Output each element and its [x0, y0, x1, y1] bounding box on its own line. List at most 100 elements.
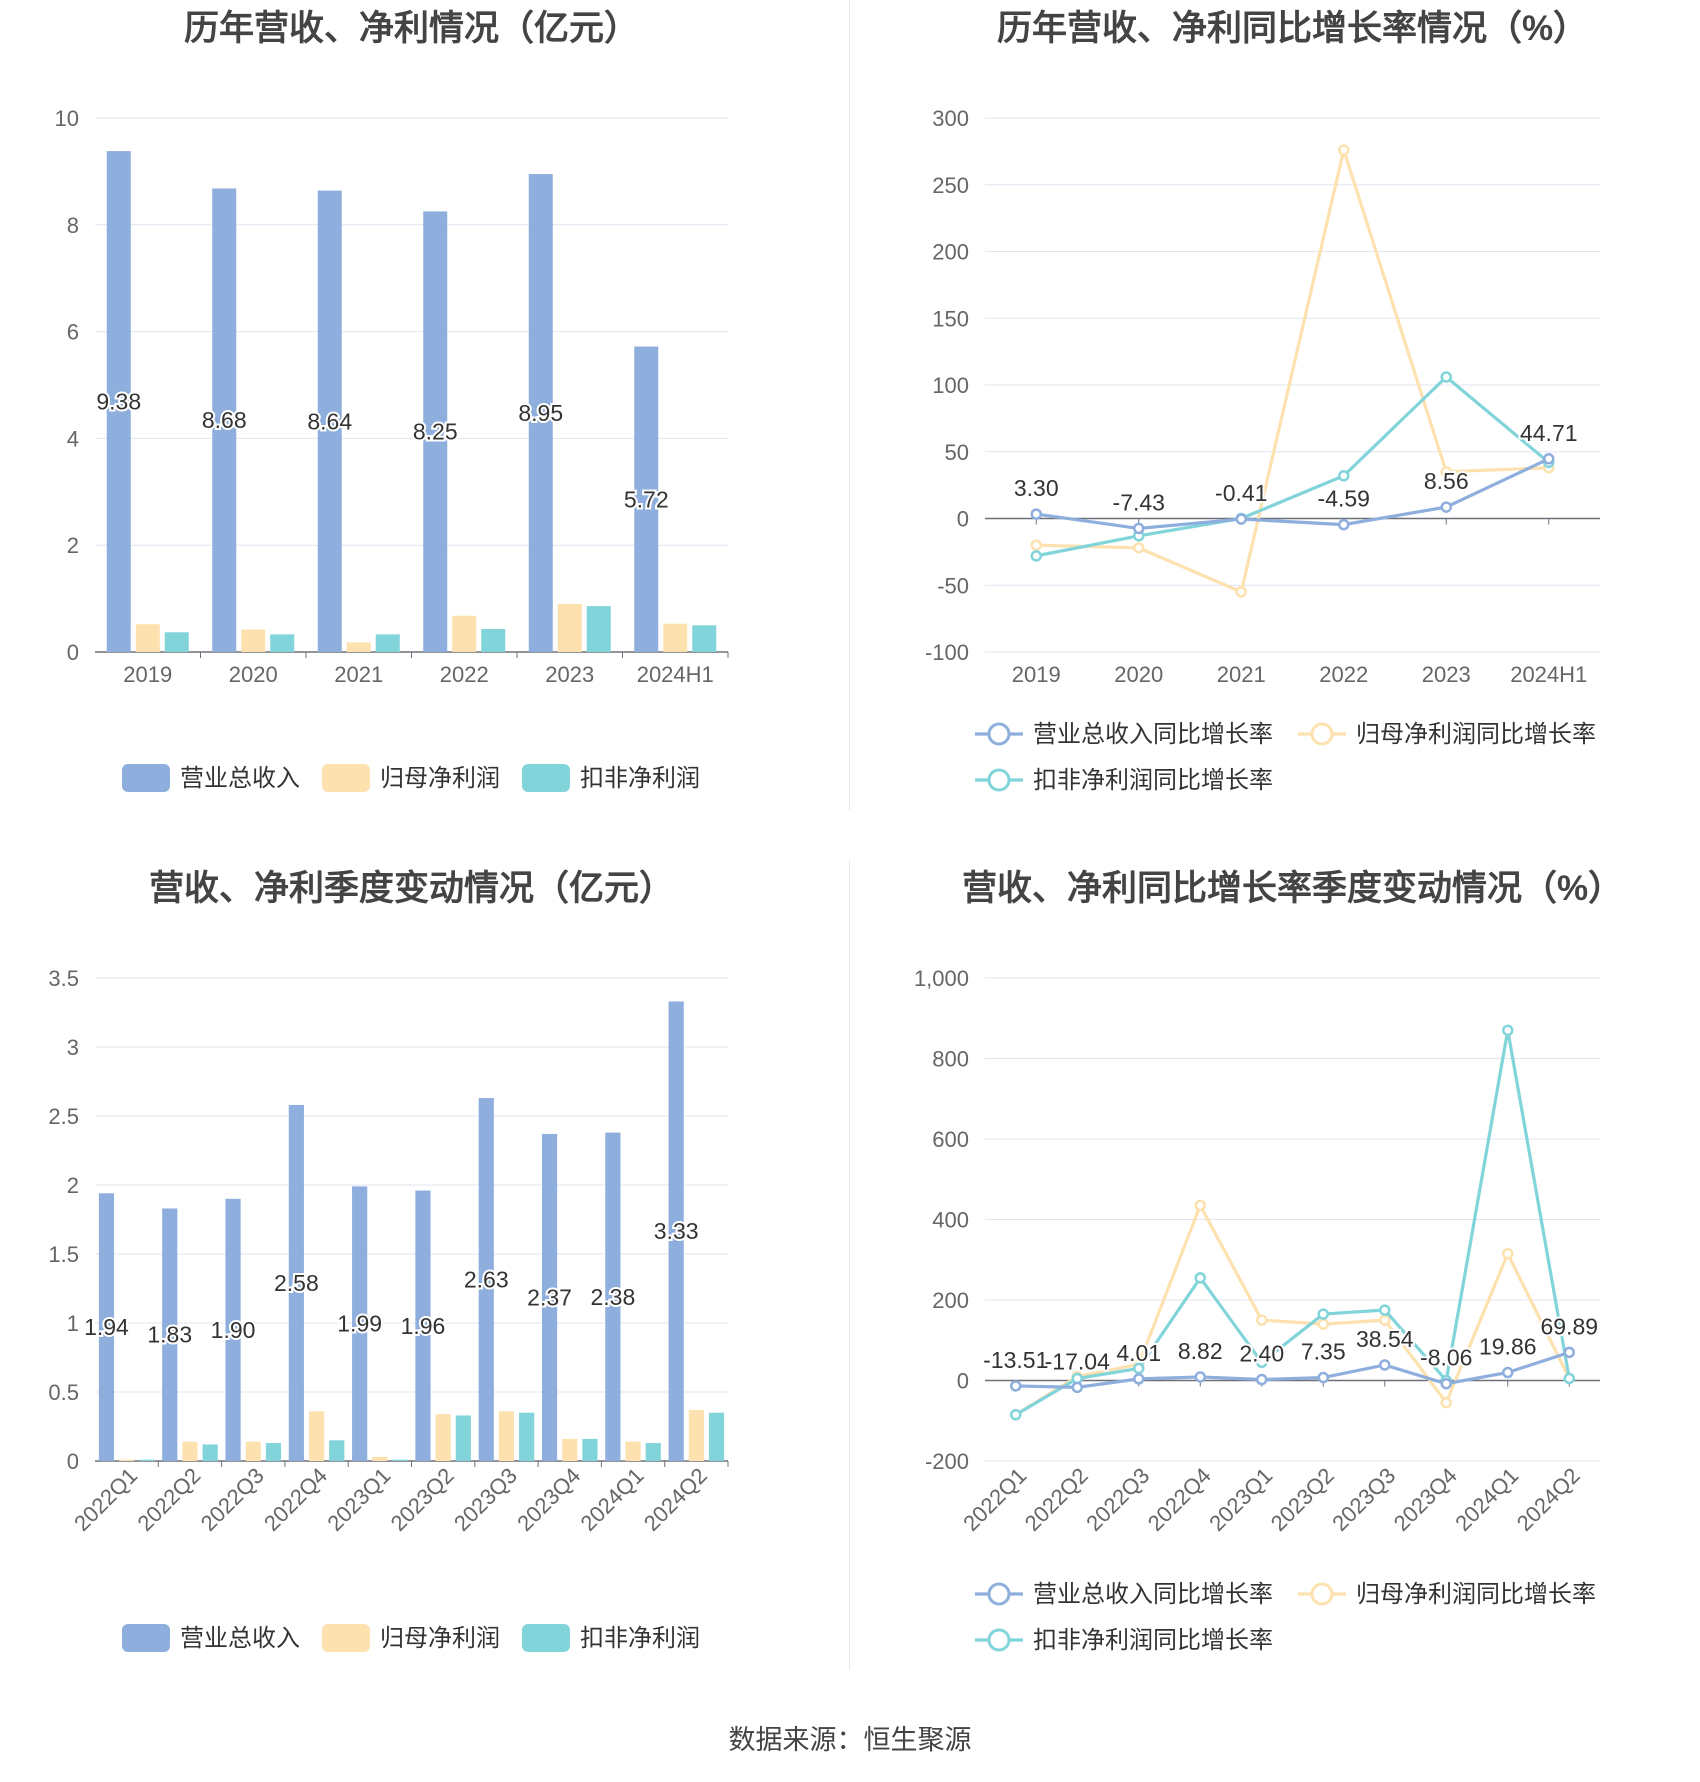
legend-label: 归母净利润 — [380, 765, 500, 792]
bar-deducted-profit — [455, 1415, 471, 1461]
legend-label: 扣非净利润同比增长率 — [1033, 1627, 1273, 1654]
y-tick-label: 50 — [945, 440, 969, 465]
x-tick-label: 2023 — [1422, 662, 1471, 687]
legend-item[interactable]: 归母净利润同比增长率 — [1298, 721, 1596, 748]
legend-item[interactable]: 营业总收入同比增长率 — [975, 1581, 1273, 1608]
line-point — [1235, 586, 1247, 598]
bar-deducted-profit — [481, 629, 506, 652]
bar-deducted-profit — [329, 1440, 345, 1461]
bar-value-label: 8.68 — [202, 407, 247, 433]
legend-item[interactable]: 营业总收入同比增长率 — [975, 721, 1273, 748]
x-tick-label: 2023Q1 — [1204, 1463, 1277, 1536]
y-tick-label: 800 — [932, 1047, 969, 1072]
x-tick-label: 2022 — [440, 662, 489, 687]
legend-item[interactable]: 归母净利润 — [322, 764, 500, 792]
line-point — [1194, 1371, 1206, 1383]
line-point — [1440, 1377, 1452, 1390]
bar-deducted-profit — [519, 1412, 535, 1461]
bar-revenue — [106, 151, 131, 652]
y-tick-label: 200 — [932, 1288, 969, 1313]
y-tick-label: 8 — [67, 213, 79, 238]
y-tick-label: 10 — [55, 106, 79, 131]
line-point — [1071, 1381, 1083, 1394]
p2-svg: 历年营收、净利同比增长率情况（%） -100 -50 0 50 100 150 200 250 3… — [925, 9, 1600, 794]
bar-net-profit — [182, 1441, 198, 1461]
legend-label: 扣非净利润同比增长率 — [1033, 767, 1273, 794]
legend-label: 营业总收入同比增长率 — [1033, 721, 1273, 748]
point-value-label: -4.59 — [1318, 486, 1370, 512]
bar-net-profit — [498, 1411, 515, 1461]
legend-item[interactable]: 归母净利润 — [322, 1624, 500, 1652]
x-tick-label: 2024H1 — [637, 662, 714, 687]
line-point — [1133, 522, 1145, 535]
bar-deducted-profit — [164, 632, 189, 652]
bar-net-profit — [435, 1414, 451, 1461]
legend-circle-icon — [987, 1628, 1011, 1652]
bar-revenue — [541, 1133, 558, 1461]
x-tick-label: 2023Q3 — [449, 1463, 522, 1536]
quarterly-growth-rate-chart: 营收、净利同比增长率季度变动情况（%） -200 0 200 400 600 800 1,00… — [850, 860, 1700, 1720]
legend-swatch — [322, 1624, 370, 1652]
line-point — [1563, 1372, 1575, 1385]
line-point — [1194, 1272, 1206, 1284]
legend-item[interactable]: 归母净利润同比增长率 — [1298, 1581, 1596, 1608]
bar-revenue — [415, 1190, 431, 1461]
y-tick-label: 250 — [932, 173, 969, 198]
bar-deducted-profit — [645, 1443, 661, 1461]
y-tick-label: 1.5 — [48, 1242, 79, 1267]
x-tick-label: 2022Q3 — [1081, 1463, 1154, 1536]
y-tick-label: 2.5 — [48, 1104, 79, 1129]
line-point — [1010, 1408, 1022, 1421]
x-tick-label: 2023Q4 — [1389, 1463, 1462, 1536]
bar-revenue — [634, 346, 659, 652]
bar-revenue — [98, 1193, 115, 1461]
point-value-label: -13.51 — [983, 1347, 1048, 1373]
x-tick-label: 2024Q1 — [1450, 1463, 1523, 1536]
point-value-label: 4.01 — [1116, 1340, 1161, 1366]
chart-title: 营收、净利同比增长率季度变动情况（%） — [962, 869, 1623, 908]
x-tick-label: 2023Q2 — [386, 1463, 459, 1536]
line-revenue-growth — [1015, 1350, 1570, 1389]
legend-circle-icon — [1310, 722, 1334, 746]
legend-item[interactable]: 营业总收入 — [122, 1624, 300, 1652]
point-value-label: 44.71 — [1520, 420, 1578, 446]
legend-label: 扣非净利润 — [580, 1625, 700, 1652]
legend-circle-icon — [987, 722, 1011, 746]
bar-net-profit — [308, 1411, 325, 1461]
y-tick-label: 150 — [932, 306, 969, 331]
bar-value-label: 1.90 — [211, 1317, 256, 1343]
bar-net-profit — [372, 1456, 388, 1461]
bar-value-label: 2.58 — [274, 1270, 319, 1296]
line-point — [1256, 1373, 1268, 1386]
bar-deducted-profit — [265, 1443, 282, 1461]
line-point — [1133, 542, 1145, 554]
point-value-label: 19.86 — [1479, 1334, 1537, 1360]
legend-item[interactable]: 扣非净利润 — [522, 1624, 700, 1652]
bar-deducted-profit — [586, 606, 611, 652]
line-revenue-growth — [1036, 457, 1550, 531]
point-value-label: 69.89 — [1540, 1313, 1598, 1339]
bar-revenue — [528, 174, 553, 652]
legend-swatch — [122, 764, 170, 792]
line-point — [1338, 144, 1350, 156]
legend-item[interactable]: 营业总收入 — [122, 764, 300, 792]
line-point — [1563, 1346, 1575, 1359]
x-tick-label: 2019 — [1012, 662, 1061, 687]
legend-item[interactable]: 扣非净利润同比增长率 — [975, 767, 1273, 794]
bar-net-profit — [119, 1459, 135, 1461]
legend-swatch — [522, 764, 570, 792]
legend-item[interactable]: 扣非净利润 — [522, 764, 700, 792]
x-tick-label: 2022Q2 — [132, 1463, 205, 1536]
legend-item[interactable]: 扣非净利润同比增长率 — [975, 1627, 1273, 1654]
bar-revenue — [225, 1198, 241, 1461]
y-tick-label: 400 — [932, 1208, 969, 1233]
bar-value-label: 3.33 — [654, 1218, 699, 1244]
line-point — [1338, 518, 1350, 531]
line-point — [1256, 1356, 1268, 1369]
bar-revenue — [212, 188, 237, 652]
bar-net-profit — [663, 623, 688, 652]
legend-circle-icon — [987, 768, 1011, 792]
line-point — [1379, 1314, 1391, 1326]
legend-label: 归母净利润 — [380, 1625, 500, 1652]
bar-deducted-profit — [392, 1459, 408, 1461]
